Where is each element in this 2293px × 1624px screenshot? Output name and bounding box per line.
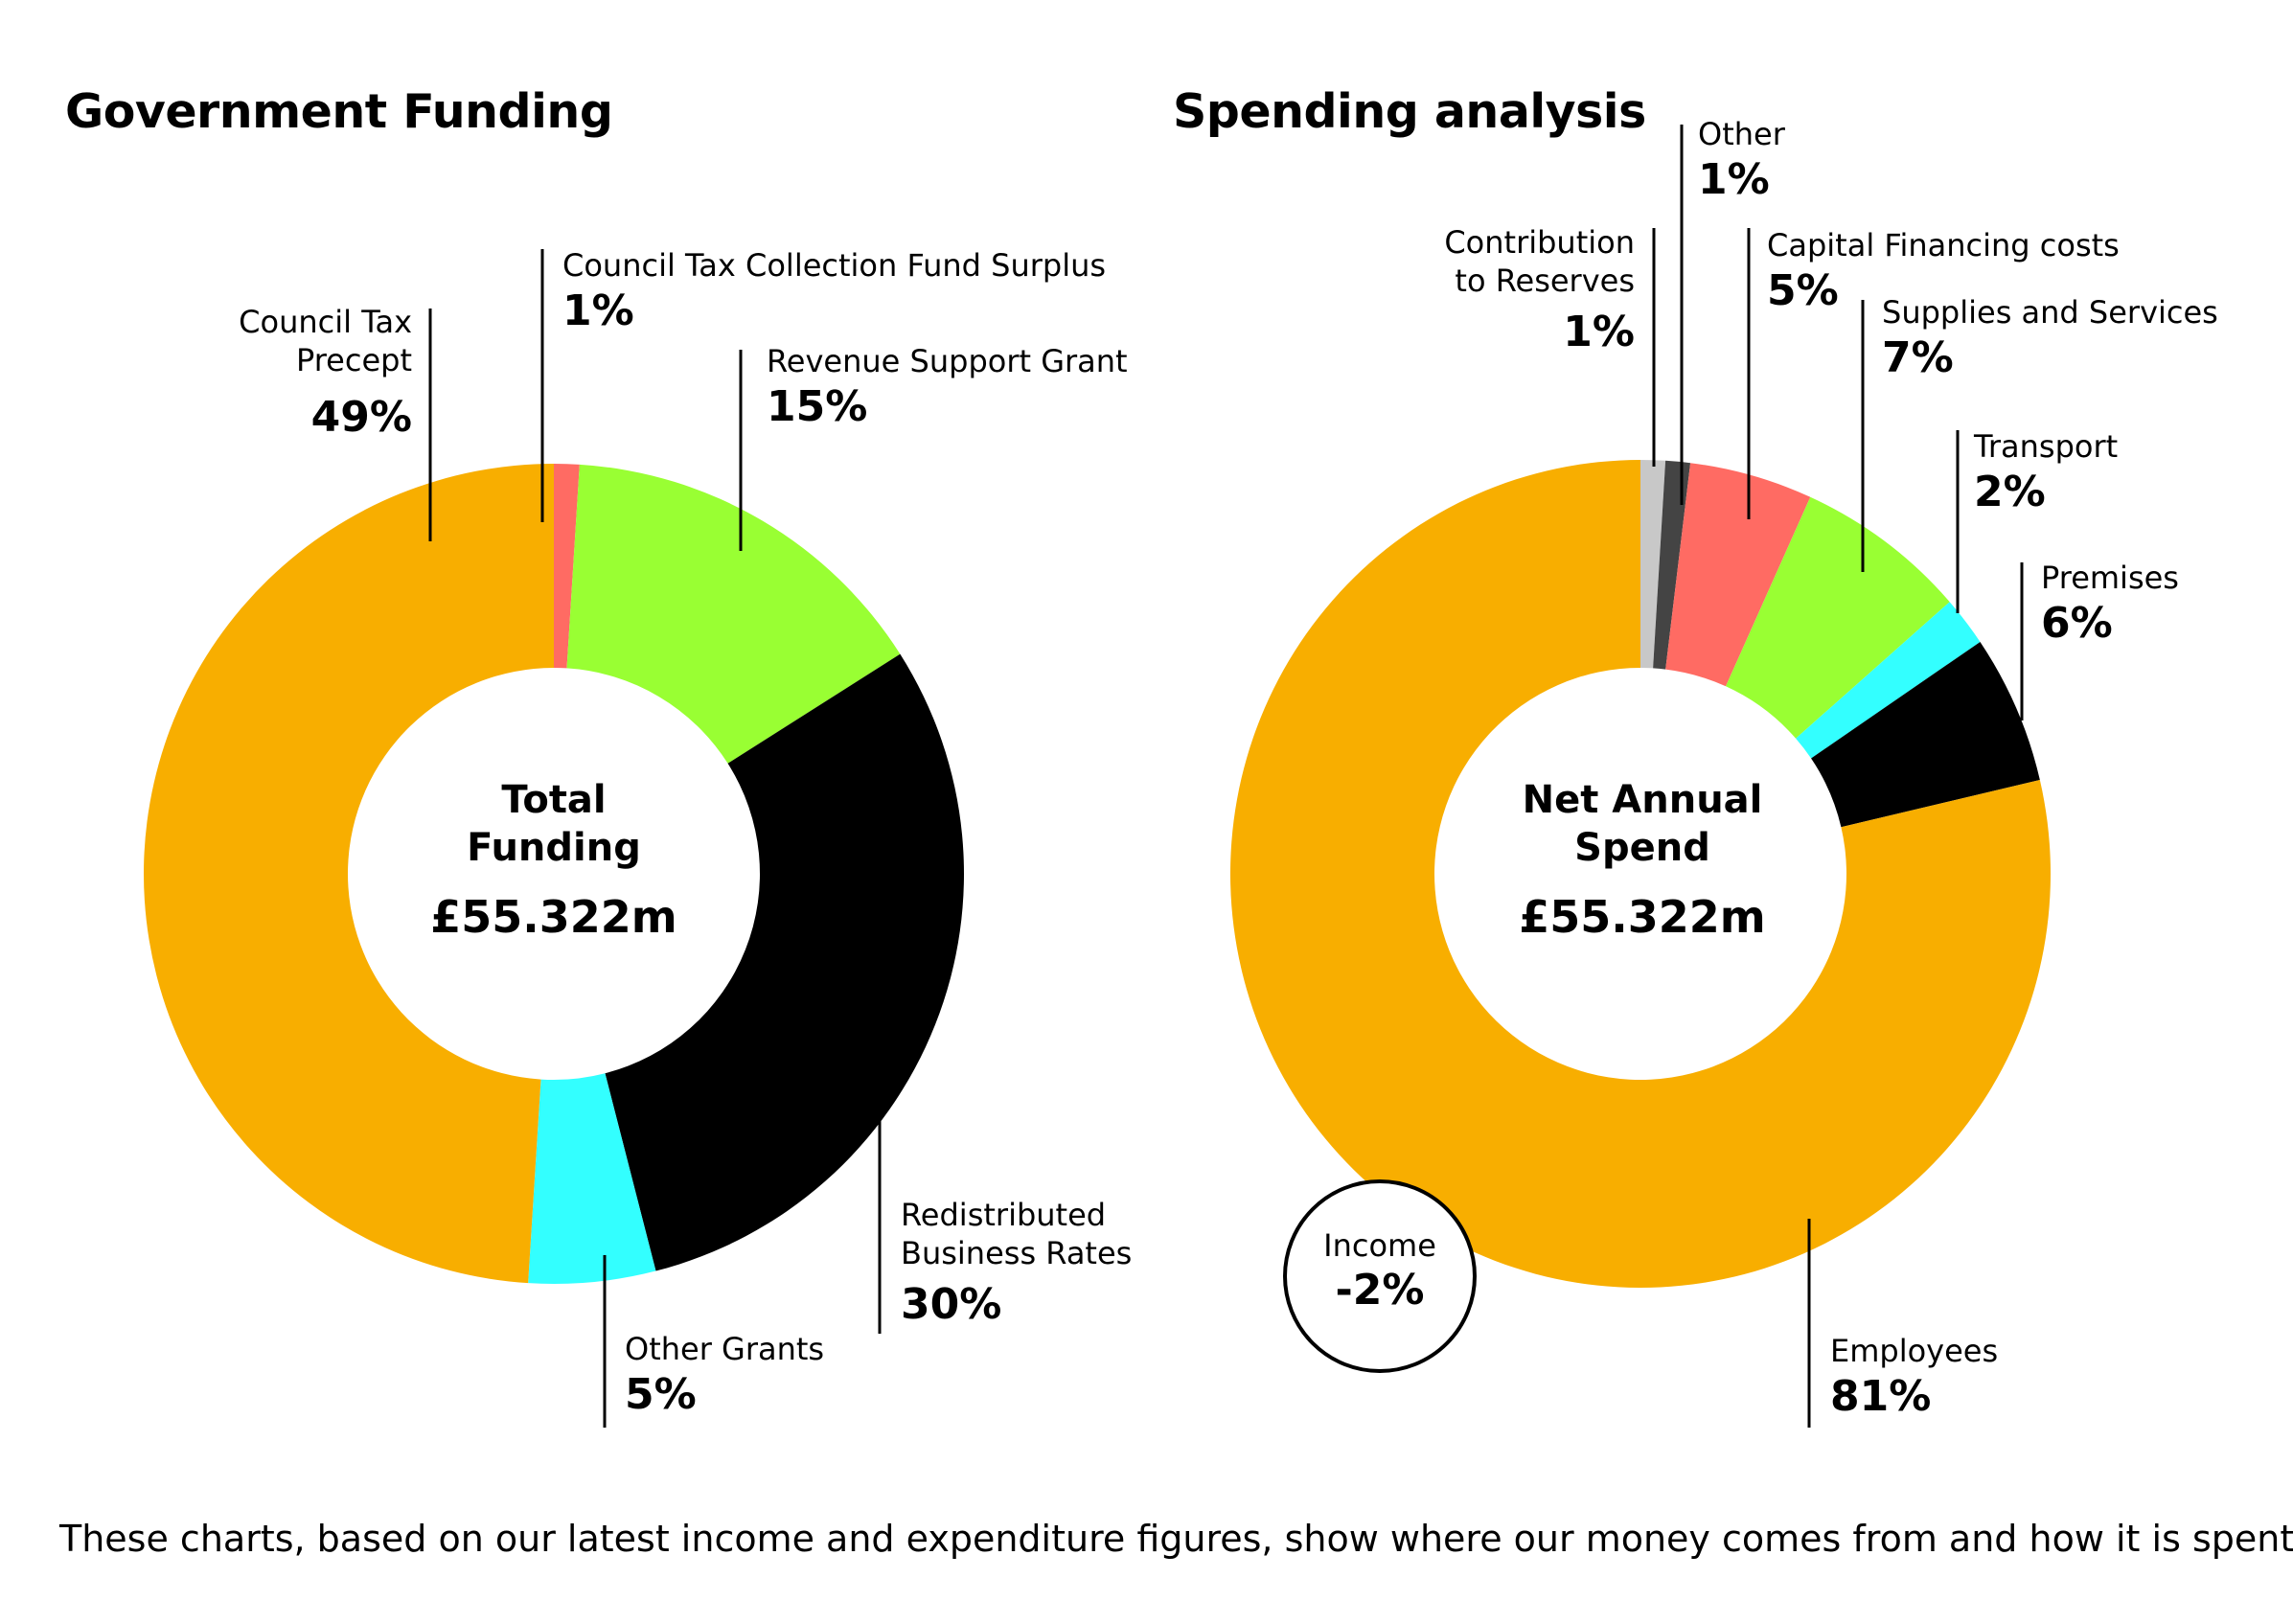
funding-label-value: 49% [310, 393, 412, 442]
funding-total-value: £55.322m [430, 891, 677, 943]
funding-center: Total Funding £55.322m [362, 776, 745, 945]
chart-title-funding: Government Funding [65, 84, 613, 139]
funding-slice-redistributed-business-rates [605, 653, 964, 1271]
funding-slice-revenue-support-grant [566, 464, 901, 764]
spending-slice-employees [1229, 460, 2051, 1288]
spending-label-value: 6% [2041, 599, 2113, 648]
funding-label-name: Council Tax Collection Fund Surplus [562, 247, 1107, 284]
funding-slice-other-grants [528, 1073, 656, 1284]
funding-label-redistributed-business-rates: Redistributed Business Rates 30% [901, 1196, 1132, 1332]
spending-label-transport: Transport 2% [1974, 427, 2118, 519]
spending-label-contribution-to-reserves: Contribution to Reserves 1% [1444, 223, 1635, 359]
funding-label-value: 1% [562, 286, 634, 335]
income-annotation-circle [1283, 1179, 1477, 1373]
spending-slice-supplies-and-services [1726, 496, 1950, 739]
funding-label-value: 5% [625, 1370, 697, 1419]
spending-label-name: Contribution to Reserves [1444, 224, 1635, 299]
spending-center-label-2: Spend [1574, 826, 1710, 870]
spending-label-name: Employees [1830, 1333, 1999, 1369]
funding-slice-council-tax-precept [144, 464, 554, 1284]
spending-label-name: Premises [2041, 560, 2179, 596]
spending-slice-premises [1811, 641, 2040, 828]
spending-label-value: 81% [1830, 1372, 1932, 1421]
funding-label-value: 15% [767, 382, 868, 431]
funding-label-name: Redistributed Business Rates [901, 1197, 1133, 1271]
spending-label-supplies-and-services: Supplies and Services 7% [1882, 293, 2218, 385]
spending-slice-capital-financing-costs [1665, 463, 1811, 687]
funding-label-council-tax-precept: Council Tax Precept 49% [239, 303, 412, 445]
funding-center-label-2: Funding [467, 826, 641, 870]
chart-title-spending: Spending analysis [1173, 84, 1646, 139]
spending-label-premises: Premises 6% [2041, 559, 2179, 651]
funding-label-name: Revenue Support Grant [767, 343, 1128, 379]
spending-label-name: Transport [1974, 428, 2119, 465]
spending-total-value: £55.322m [1519, 891, 1766, 943]
funding-label-name: Other Grants [625, 1331, 825, 1367]
income-annotation-name: Income [1323, 1227, 1436, 1264]
funding-label-revenue-support-grant: Revenue Support Grant 15% [767, 342, 1128, 434]
spending-label-value: 5% [1767, 266, 1839, 315]
spending-label-value: 1% [1698, 155, 1770, 204]
spending-slice-other [1653, 460, 1691, 670]
funding-label-name: Council Tax Precept [239, 304, 412, 378]
spending-center-label-1: Net Annual [1522, 778, 1763, 822]
spending-label-employees: Employees 81% [1830, 1332, 1998, 1424]
spending-slice-transport [1796, 602, 1981, 759]
spending-label-name: Supplies and Services [1882, 294, 2218, 331]
spending-label-capital-financing-costs: Capital Financing costs 5% [1767, 226, 2120, 318]
spending-label-value: 2% [1974, 468, 2046, 516]
funding-label-value: 30% [901, 1280, 1002, 1329]
funding-slice-council-tax-collection-fund-surplus [554, 464, 580, 669]
spending-label-value: 1% [1563, 308, 1635, 356]
spending-label-value: 7% [1882, 333, 1954, 382]
funding-label-other-grants: Other Grants 5% [625, 1330, 824, 1422]
funding-label-council-tax-collection-fund-surplus: Council Tax Collection Fund Surplus 1% [562, 246, 1106, 338]
spending-label-other: Other 1% [1698, 115, 1785, 207]
spending-label-name: Capital Financing costs [1767, 227, 2120, 263]
spending-center: Net Annual Spend £55.322m [1451, 776, 1834, 945]
spending-slice-contribution-to-reserves [1640, 460, 1666, 669]
income-annotation: Income -2% [1284, 1226, 1476, 1316]
income-annotation-value: -2% [1335, 1266, 1425, 1315]
spending-label-name: Other [1698, 116, 1785, 152]
funding-center-label-1: Total [501, 778, 607, 822]
footer-caption: These charts, based on our latest income… [59, 1518, 2293, 1560]
